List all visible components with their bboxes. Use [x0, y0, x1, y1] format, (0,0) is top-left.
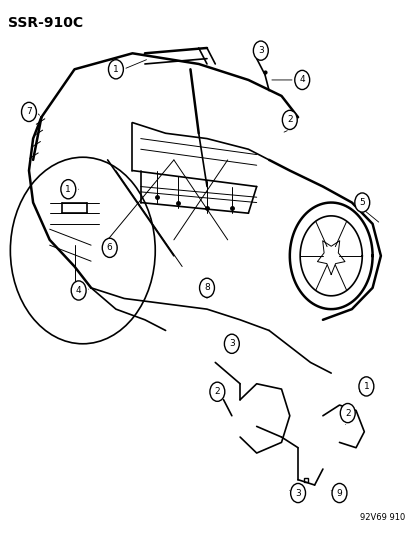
- Circle shape: [331, 483, 346, 503]
- Circle shape: [282, 110, 297, 130]
- Circle shape: [294, 70, 309, 90]
- Text: SSR-910C: SSR-910C: [8, 16, 83, 30]
- Text: 6: 6: [107, 244, 112, 252]
- Circle shape: [339, 403, 354, 423]
- Text: 4: 4: [299, 76, 304, 84]
- Circle shape: [354, 193, 369, 212]
- Text: 1: 1: [65, 185, 71, 193]
- Text: 2: 2: [286, 116, 292, 124]
- Text: 3: 3: [257, 46, 263, 55]
- Text: 3: 3: [294, 489, 300, 497]
- Circle shape: [61, 180, 76, 199]
- Text: 92V69 910: 92V69 910: [360, 513, 405, 522]
- Circle shape: [21, 102, 36, 122]
- Text: 2: 2: [344, 409, 350, 417]
- Circle shape: [358, 377, 373, 396]
- Circle shape: [102, 238, 117, 257]
- Circle shape: [71, 281, 86, 300]
- Circle shape: [199, 278, 214, 297]
- Text: 7: 7: [26, 108, 32, 116]
- Text: 2: 2: [214, 387, 220, 396]
- Circle shape: [253, 41, 268, 60]
- Text: 3: 3: [228, 340, 234, 348]
- Circle shape: [224, 334, 239, 353]
- Circle shape: [209, 382, 224, 401]
- Text: 5: 5: [358, 198, 364, 207]
- Text: 8: 8: [204, 284, 209, 292]
- Text: 1: 1: [363, 382, 368, 391]
- Circle shape: [290, 483, 305, 503]
- Text: 4: 4: [76, 286, 81, 295]
- Circle shape: [108, 60, 123, 79]
- Text: 9: 9: [336, 489, 342, 497]
- Text: 1: 1: [113, 65, 119, 74]
